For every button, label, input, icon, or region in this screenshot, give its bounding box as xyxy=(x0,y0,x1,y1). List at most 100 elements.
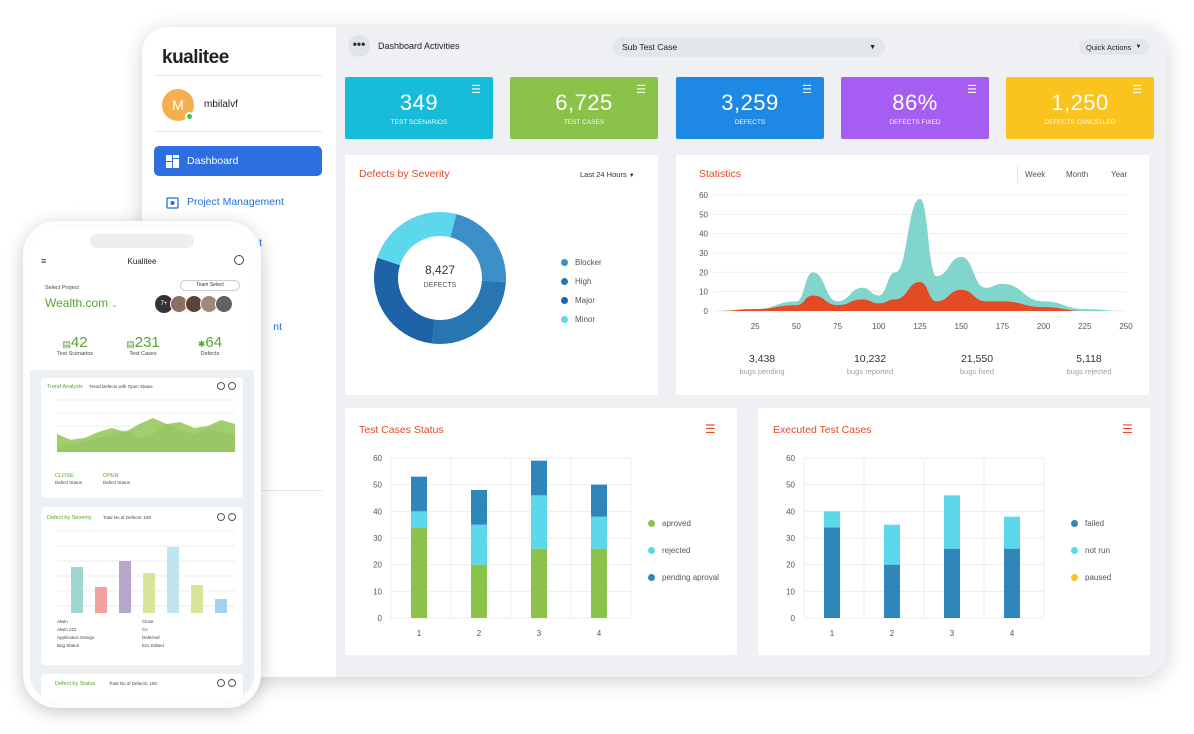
x-tick-label: 1 xyxy=(417,629,422,638)
online-status-dot xyxy=(185,112,194,121)
filter-icon[interactable]: ☰ xyxy=(471,84,481,96)
area-series-1 xyxy=(714,282,1126,311)
card-title: Defect by Severity xyxy=(47,515,92,521)
severity-donut xyxy=(374,212,506,344)
collapse-icon[interactable] xyxy=(228,679,236,687)
filter-icon[interactable]: ☰ xyxy=(1132,84,1142,96)
bar-failed-3 xyxy=(944,548,960,618)
status-sub-label: Defect Status xyxy=(103,480,131,485)
collapse-icon[interactable] xyxy=(228,513,236,521)
y-tick-label: 20 xyxy=(373,561,382,570)
team-select-dropdown[interactable]: Team Select xyxy=(180,280,240,291)
divider xyxy=(154,131,322,132)
period-dropdown[interactable]: Last 24 Hours ▼ xyxy=(580,170,635,179)
project-selector[interactable]: Wealth.com ⌄ xyxy=(45,296,117,310)
sidebar-item-dashboard[interactable]: Dashboard xyxy=(154,146,322,176)
y-tick-label: 0 xyxy=(704,307,709,316)
trend-area-chart xyxy=(57,399,236,453)
bar-not-run-3 xyxy=(944,495,960,549)
legend-label: Deferred xyxy=(142,635,160,640)
bar-aproved-3 xyxy=(531,548,547,618)
y-tick-label: 10 xyxy=(786,587,795,596)
y-tick-label: 0 xyxy=(791,614,796,623)
more-icon[interactable]: ••• xyxy=(348,35,370,57)
sub-test-case-dropdown[interactable]: Sub Test Case ▼ xyxy=(613,37,885,57)
help-icon[interactable] xyxy=(217,382,225,390)
x-tick-label: 3 xyxy=(537,629,542,638)
help-icon[interactable] xyxy=(217,513,225,521)
kpi-card-test-cases[interactable]: ☰ 6,725 Test Cases xyxy=(510,77,658,139)
open-status-label: OPEN xyxy=(103,473,119,479)
metric-test-scenarios: ▤42 Test Scenarios xyxy=(50,334,100,357)
tab-week[interactable]: Week xyxy=(1025,170,1046,179)
tab-month[interactable]: Month xyxy=(1066,170,1089,179)
kpi-card-defects-fixed[interactable]: ☰ 86% Defects Fixed xyxy=(841,77,989,139)
sidebar-item-project-management[interactable]: Project Management xyxy=(154,187,322,217)
y-tick-label: 60 xyxy=(699,191,708,200)
legend-label: pending aproval xyxy=(662,573,719,582)
legend-label: aproved xyxy=(662,519,691,528)
legend-label: paused xyxy=(1085,573,1112,582)
x-tick-label: 150 xyxy=(955,322,969,331)
close-status-label: CLOSE xyxy=(55,473,74,479)
kpi-value: 349 xyxy=(399,90,439,115)
checklist-icon: ▤ xyxy=(126,339,135,349)
collapse-icon[interactable] xyxy=(228,382,236,390)
phone-title: Kualitee xyxy=(127,257,157,266)
phone-bar xyxy=(95,587,107,613)
phone-severity-bar-chart xyxy=(57,530,235,613)
dropdown-value: Sub Test Case xyxy=(622,42,678,52)
legend-item-rejected: rejected xyxy=(648,537,719,564)
x-tick-label: 100 xyxy=(872,322,886,331)
legend-label: failed xyxy=(1085,519,1105,528)
stat-label: bugs pending xyxy=(739,367,785,376)
legend-label: Alwin xyxy=(57,619,68,624)
bar-failed-4 xyxy=(1004,548,1020,618)
stat-label: bugs reported xyxy=(846,367,894,376)
phone-defect-status-card: Defect by Status Total No of Defects: 19… xyxy=(41,674,243,701)
kpi-card-test-scenarios[interactable]: ☰ 349 Test Scenarios xyxy=(345,77,493,139)
filter-icon[interactable]: ☰ xyxy=(802,84,812,96)
legend-label: Blocker xyxy=(575,258,602,267)
phone-severity-legend: Alwin Close Alwin 222 Cs Application Des… xyxy=(57,619,227,648)
select-project-label: Select Project xyxy=(45,285,79,291)
legend-label: High xyxy=(575,277,592,286)
y-tick-label: 50 xyxy=(786,481,795,490)
y-tick-label: 30 xyxy=(373,534,382,543)
x-tick-label: 1 xyxy=(830,629,835,638)
x-tick-label: 2 xyxy=(890,629,895,638)
y-tick-label: 50 xyxy=(699,210,708,219)
kpi-card-defects[interactable]: ☰ 3,259 Defects xyxy=(676,77,824,139)
x-tick-label: 225 xyxy=(1078,322,1092,331)
filter-icon[interactable]: ☰ xyxy=(705,422,716,436)
project-icon xyxy=(166,196,179,209)
bar-pending-aproval-2 xyxy=(471,490,487,525)
legend-label: Minor xyxy=(575,315,596,324)
kpi-card-defects-cancelled[interactable]: ☰ 1,250 Defects Cancelled xyxy=(1006,77,1154,139)
help-icon[interactable] xyxy=(217,679,225,687)
chevron-down-icon: ▼ xyxy=(869,43,876,51)
donut-slice-high xyxy=(431,280,506,344)
tab-year[interactable]: Year xyxy=(1111,170,1128,179)
stat-number: 5,118 xyxy=(1076,353,1102,365)
menu-icon[interactable]: ≡ xyxy=(41,256,47,266)
legend-item-major: Major xyxy=(561,291,602,310)
filter-icon[interactable]: ☰ xyxy=(636,84,646,96)
team-more-count: 7+ xyxy=(160,301,168,307)
filter-icon[interactable]: ☰ xyxy=(1122,422,1133,436)
kpi-value: 6,725 xyxy=(555,90,613,115)
legend-item-approved: aproved xyxy=(648,510,719,537)
executed-test-cases-card: Executed Test Cases ☰ 60 50 40 30 20 10 0 1 2 3 4 … xyxy=(758,408,1150,655)
avatar[interactable] xyxy=(215,295,233,313)
kualitee-logo[interactable]: kualitee xyxy=(162,47,229,69)
test-cases-status-bar-chart: 60 50 40 30 20 10 0 1 2 3 4 xyxy=(373,454,632,638)
bar-pending-aproval-1 xyxy=(411,476,427,512)
legend-label: Alwin 222 xyxy=(57,627,77,632)
quick-actions-button[interactable]: Quick Actions ▼ xyxy=(1079,39,1149,55)
sidebar-item-partial[interactable]: nt xyxy=(154,312,322,342)
clock-icon[interactable] xyxy=(234,255,244,265)
sidebar-item-partial[interactable]: t xyxy=(154,228,322,258)
phone-bar xyxy=(119,561,131,613)
filter-icon[interactable]: ☰ xyxy=(967,84,977,96)
team-more-avatar[interactable]: 7+ xyxy=(155,295,173,313)
